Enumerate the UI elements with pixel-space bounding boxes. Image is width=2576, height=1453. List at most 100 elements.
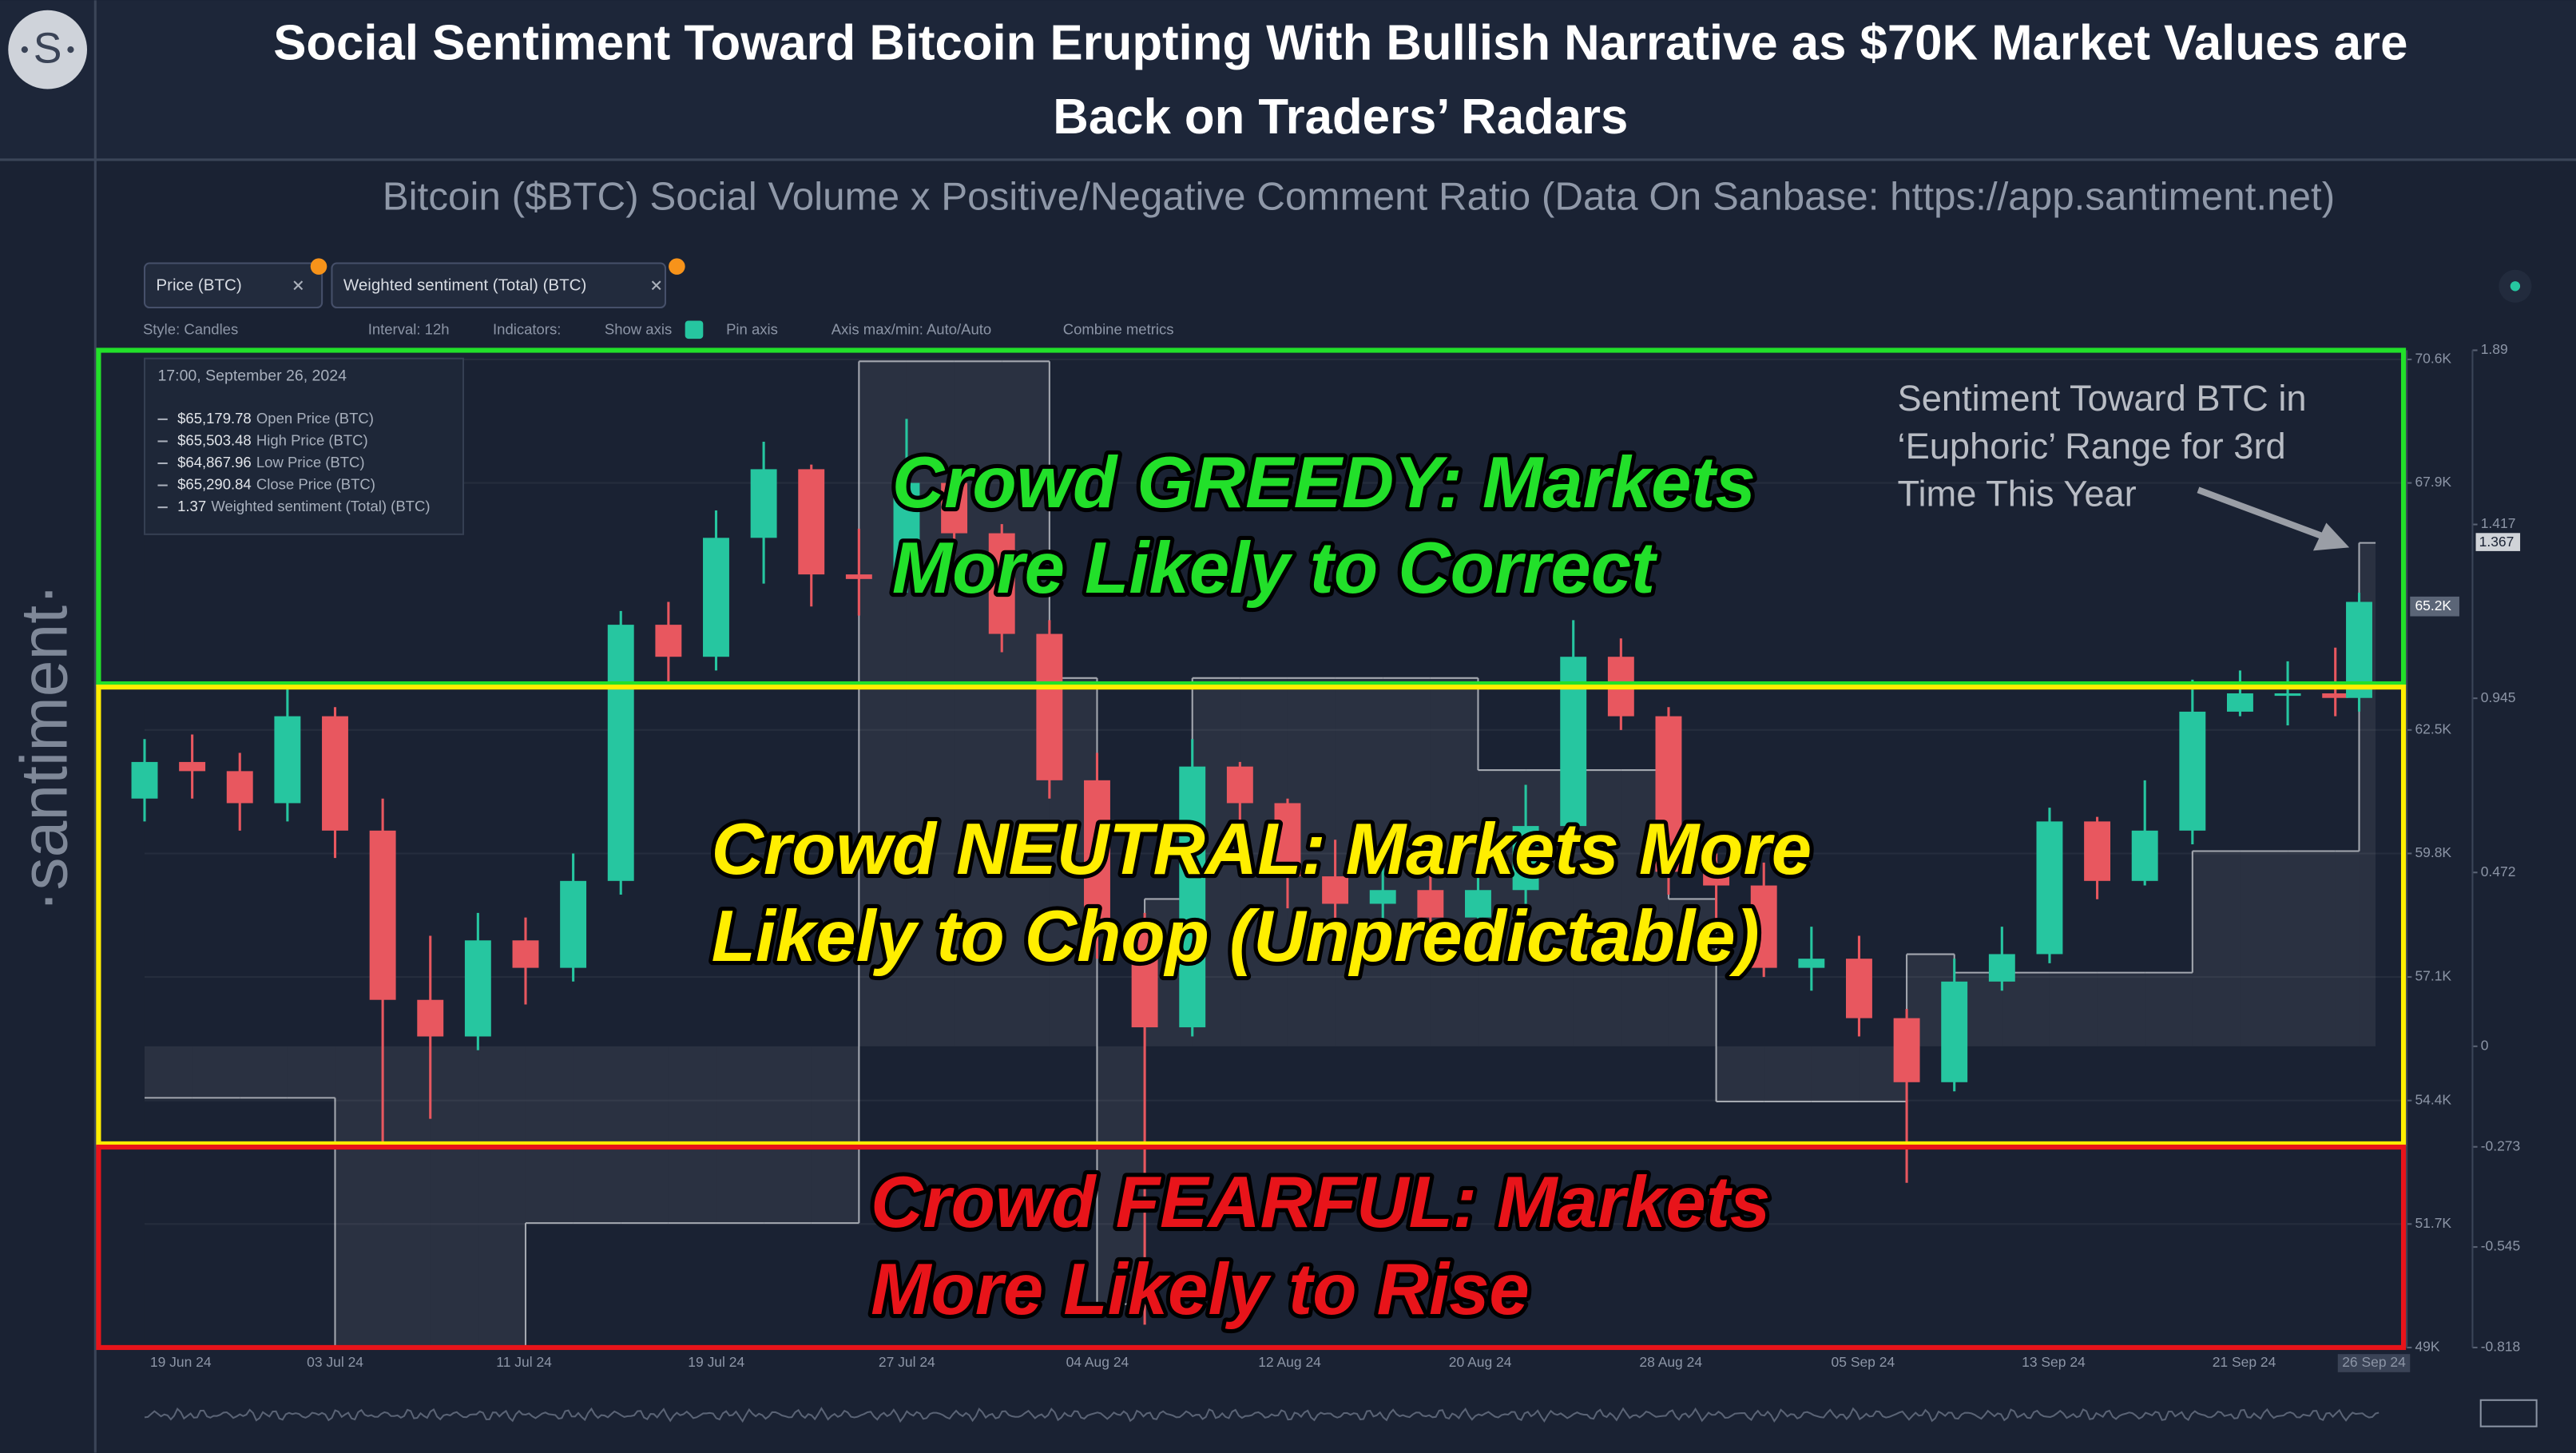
logo-letter: S bbox=[34, 25, 62, 72]
x-tick-label: 19 Jun 24 bbox=[150, 1354, 212, 1370]
candle-body bbox=[2036, 821, 2063, 955]
candle-body bbox=[2084, 821, 2111, 881]
sentiment-area bbox=[1383, 677, 1431, 1046]
tooltip-value: $64,867.96 bbox=[177, 454, 252, 470]
tooltip-row: 1.37 Weighted sentiment (Total) (BTC) bbox=[177, 498, 430, 514]
sentiment-area bbox=[621, 1046, 669, 1224]
zone-box bbox=[96, 347, 2407, 687]
y2-tick-label: 1.417 bbox=[2481, 515, 2516, 531]
candle-body bbox=[607, 625, 634, 881]
sentiment-area bbox=[2049, 972, 2098, 1046]
tab-badge bbox=[310, 258, 327, 275]
candle-body bbox=[893, 482, 920, 579]
sentiment-area bbox=[2192, 851, 2241, 1046]
candle-body bbox=[1179, 766, 1206, 1028]
tab[interactable] bbox=[143, 262, 323, 309]
candle-body bbox=[941, 482, 968, 534]
x-tick-label: 20 Aug 24 bbox=[1449, 1354, 1512, 1370]
sentiment-area bbox=[383, 1046, 431, 1348]
sentiment-area bbox=[430, 1046, 478, 1348]
tooltip bbox=[143, 357, 465, 535]
navigator[interactable] bbox=[144, 1407, 2380, 1423]
zone-label: More Likely to Rise bbox=[871, 1249, 1530, 1330]
candle-body bbox=[1322, 876, 1349, 904]
x-tick-label: 11 Jul 24 bbox=[496, 1354, 552, 1370]
y-tick-label: 57.1K bbox=[2415, 968, 2451, 984]
tooltip-label: Weighted sentiment (Total) (BTC) bbox=[211, 498, 430, 514]
x-tick-highlight bbox=[2337, 1354, 2411, 1372]
tooltip-row: $64,867.96 Low Price (BTC) bbox=[177, 454, 364, 470]
logo-dot bbox=[21, 46, 28, 54]
x-tick-label: 28 Aug 24 bbox=[1639, 1354, 1702, 1370]
sentiment-area bbox=[1668, 899, 1717, 1046]
y-tick-label: 62.5K bbox=[2415, 721, 2451, 736]
sentiment-area bbox=[716, 1046, 764, 1224]
candle-body bbox=[1131, 931, 1158, 1028]
sentiment-area bbox=[240, 1046, 288, 1098]
tab-label[interactable]: Price (BTC) bbox=[156, 276, 241, 295]
logo-dot bbox=[67, 46, 74, 54]
navigator-handle[interactable] bbox=[2479, 1399, 2538, 1427]
y-tick-label: 49K bbox=[2415, 1339, 2439, 1355]
sentiment-area bbox=[1335, 677, 1383, 1046]
tooltip-value: $65,503.48 bbox=[177, 431, 252, 448]
candle-body bbox=[1703, 871, 1730, 886]
title: Social Sentiment Toward Bitcoin Erupting… bbox=[273, 15, 2407, 70]
tooltip-value: 1.37 bbox=[177, 498, 206, 514]
annotation: Sentiment Toward BTC in bbox=[1898, 378, 2307, 419]
y-tick-label: 70.6K bbox=[2415, 351, 2451, 367]
candle-body bbox=[131, 761, 158, 799]
tooltip-row: $65,290.84 Close Price (BTC) bbox=[177, 475, 375, 492]
y-tick-label: 67.9K bbox=[2415, 474, 2451, 490]
sentiment-area bbox=[287, 1046, 335, 1098]
annotation-arrow bbox=[2197, 486, 2328, 541]
candle-body bbox=[750, 469, 777, 538]
candle-body bbox=[1512, 826, 1539, 891]
tooltip-value: $65,290.84 bbox=[177, 475, 252, 492]
sentiment-area bbox=[2145, 972, 2193, 1046]
candle-body bbox=[1036, 633, 1063, 780]
zone-label: Crowd FEARFUL: Markets bbox=[871, 1162, 1770, 1243]
y-tick-label: 59.8K bbox=[2415, 844, 2451, 860]
candle-body bbox=[560, 880, 587, 968]
sentiment-area bbox=[2002, 972, 2050, 1046]
sentiment-area bbox=[1811, 1046, 1860, 1102]
candle-body bbox=[274, 716, 301, 804]
zone-label: Crowd GREEDY: Markets bbox=[892, 443, 1756, 523]
candle-body bbox=[1750, 885, 1777, 968]
candle-body bbox=[1274, 803, 1301, 877]
zone-box bbox=[96, 685, 2407, 1147]
header-band bbox=[0, 0, 2576, 160]
candle-body bbox=[2226, 693, 2253, 712]
candle-body bbox=[1655, 716, 1682, 872]
candle-body bbox=[1226, 766, 1253, 804]
y2-tick-label: 0.472 bbox=[2481, 863, 2516, 879]
toolbar-item: Show axis bbox=[605, 321, 672, 338]
candle-body bbox=[1941, 981, 1968, 1082]
sentiment-area bbox=[144, 1046, 193, 1098]
annotation: Time This Year bbox=[1898, 474, 2137, 514]
sentiment-area bbox=[573, 1046, 621, 1224]
candle-body bbox=[845, 574, 872, 579]
candle-body bbox=[417, 999, 444, 1037]
tooltip-date: 17:00, September 26, 2024 bbox=[157, 367, 347, 385]
candle-body bbox=[703, 538, 729, 657]
zone-label: More Likely to Correct bbox=[892, 528, 1658, 609]
price-tag bbox=[2410, 596, 2459, 617]
candle-body bbox=[1417, 890, 1444, 918]
x-tick-label: 21 Sep 24 bbox=[2213, 1354, 2276, 1370]
toolbar-item: Combine metrics bbox=[1063, 321, 1174, 338]
checkbox[interactable] bbox=[685, 320, 704, 339]
candle-body bbox=[1798, 959, 1825, 968]
tooltip-row: $65,503.48 High Price (BTC) bbox=[177, 431, 368, 448]
status-dot bbox=[2510, 281, 2521, 292]
tab[interactable] bbox=[331, 262, 667, 309]
y2-tick-label: -0.818 bbox=[2481, 1339, 2521, 1355]
toolbar-item: Indicators: bbox=[493, 321, 561, 338]
title: Back on Traders’ Radars bbox=[1053, 89, 1628, 145]
y2-tick-label: 0 bbox=[2481, 1037, 2489, 1053]
sentiment-area bbox=[192, 1046, 240, 1098]
tab-close[interactable] bbox=[293, 280, 661, 291]
tab-label[interactable]: Weighted sentiment (Total) (BTC) bbox=[343, 276, 586, 295]
